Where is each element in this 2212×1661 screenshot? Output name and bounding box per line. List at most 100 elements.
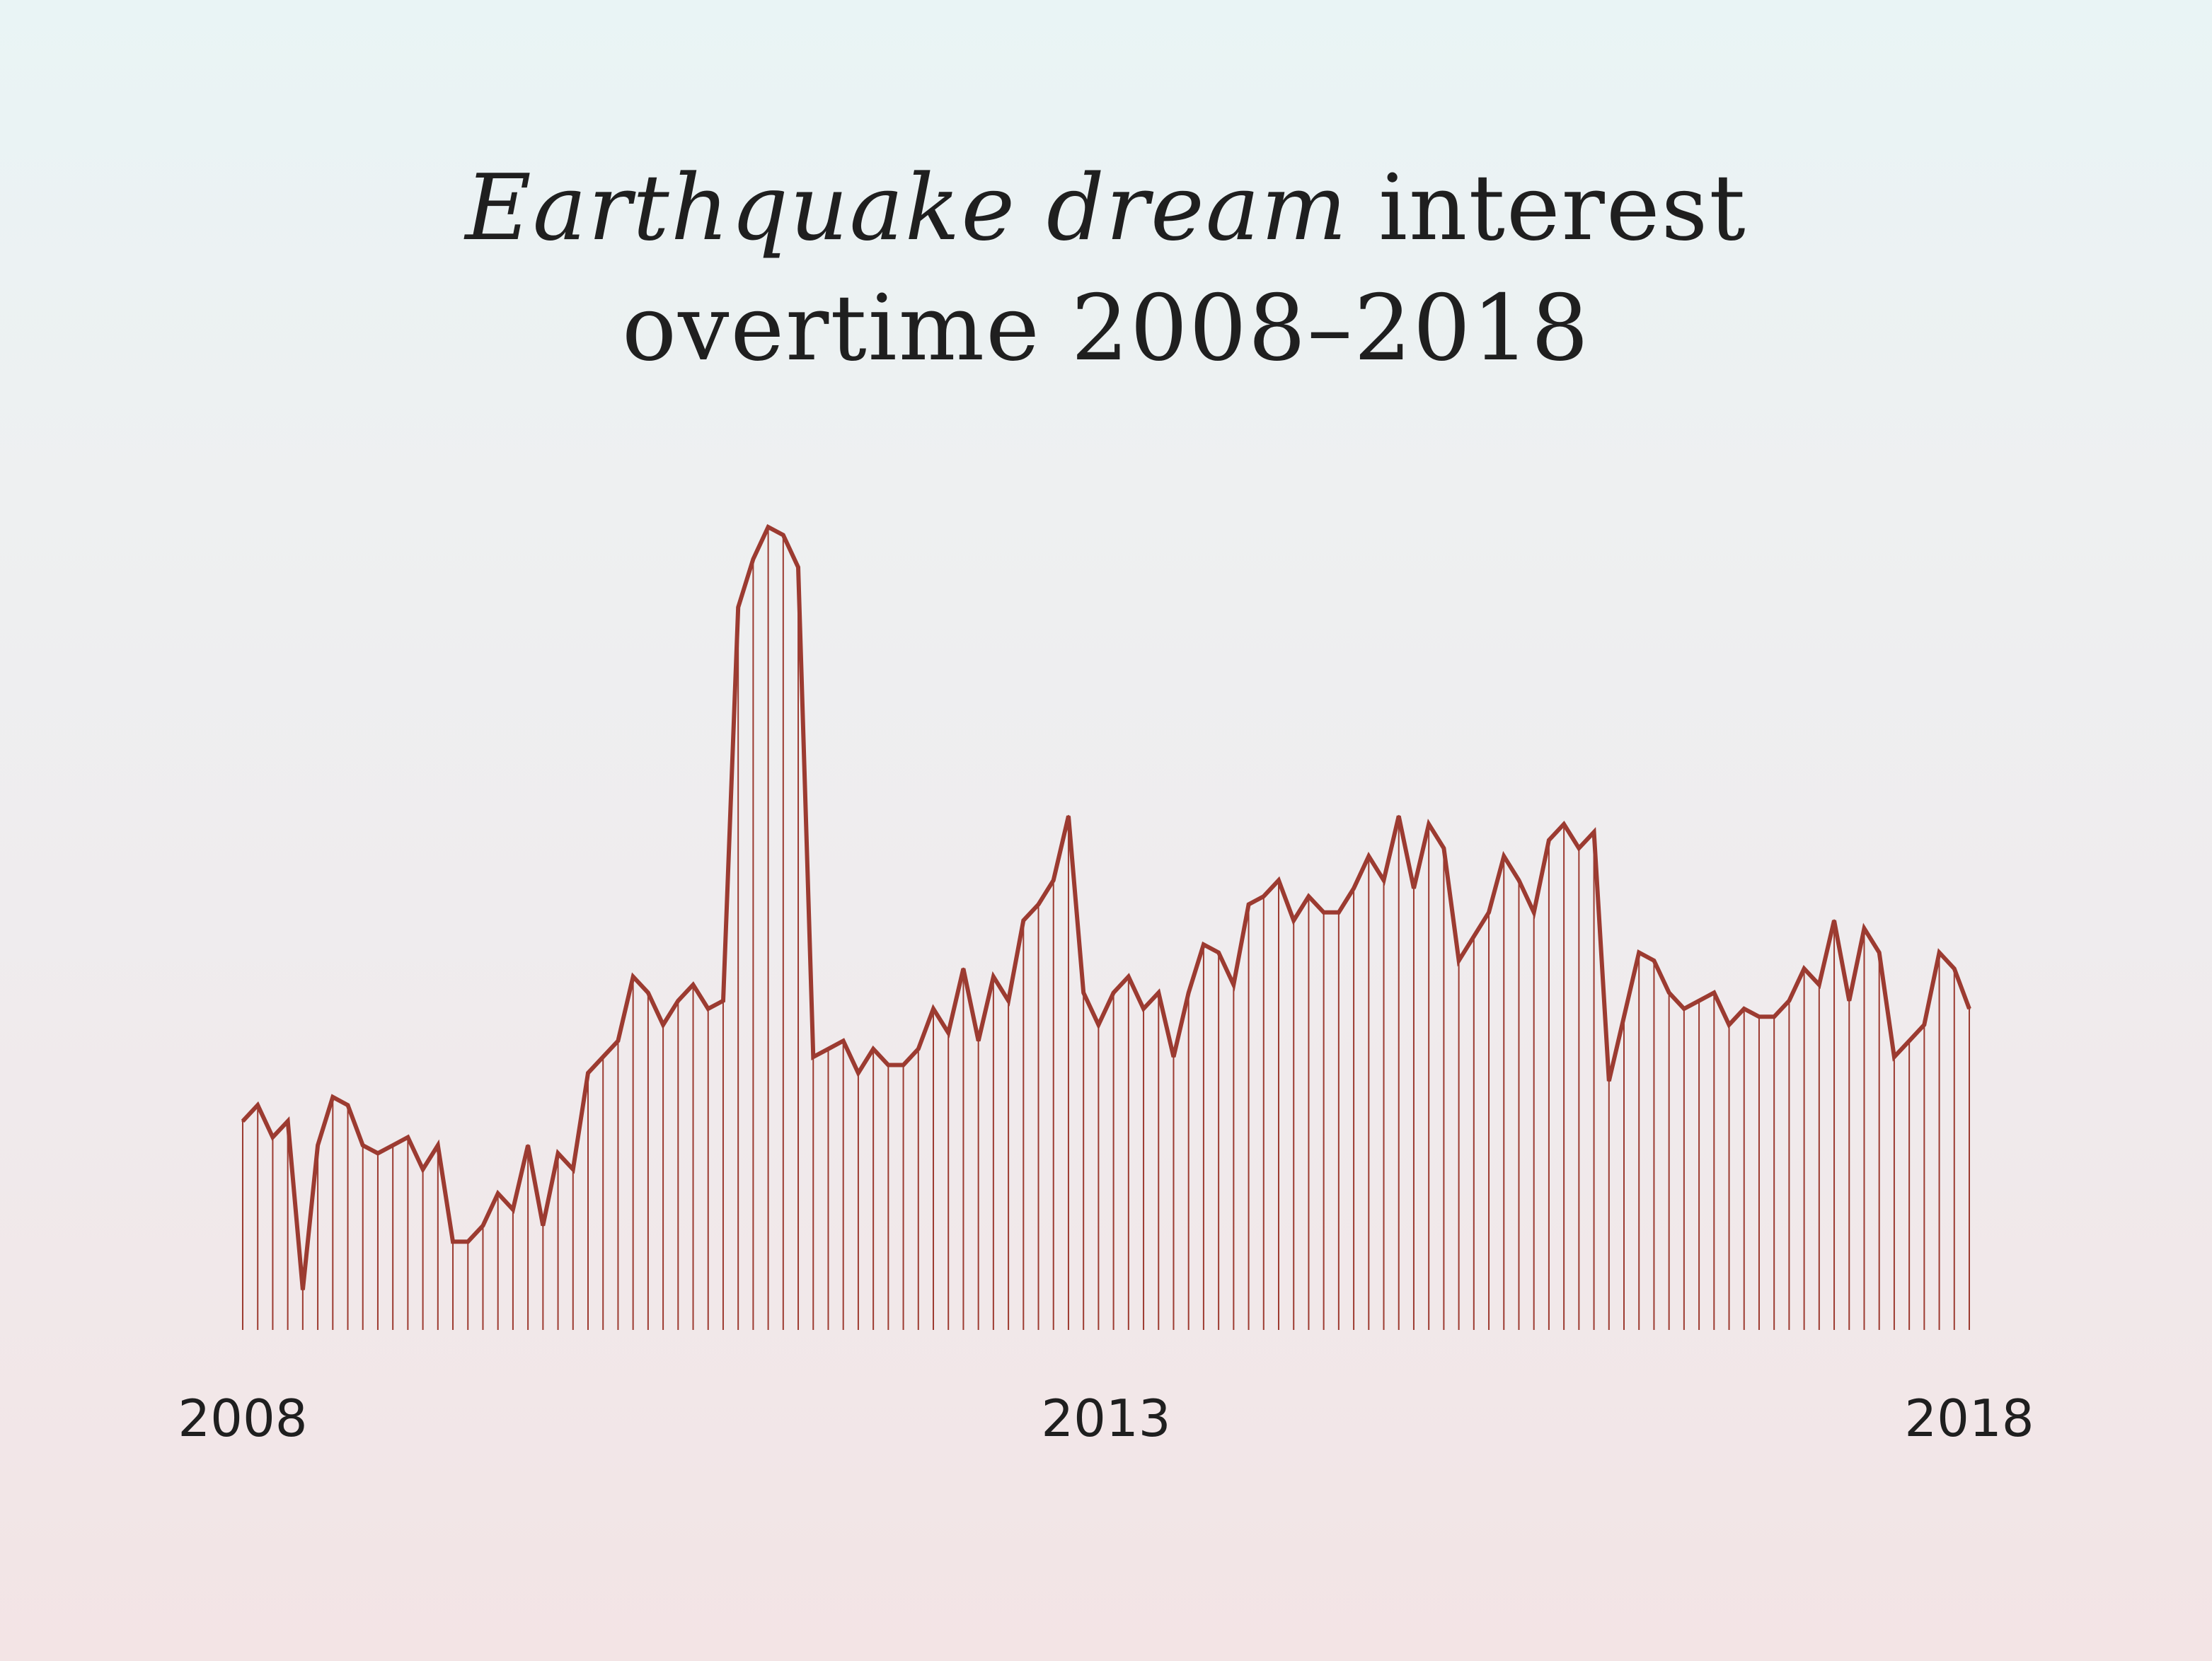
data-point [1502, 855, 1505, 857]
data-point [1458, 959, 1461, 962]
data-point [301, 1288, 304, 1291]
data-point [1878, 951, 1881, 954]
data-point [1112, 991, 1115, 994]
data-point [1277, 879, 1280, 881]
data-point [1082, 991, 1085, 994]
data-point [887, 1063, 889, 1066]
data-point [737, 606, 739, 608]
data-point [1127, 976, 1130, 978]
data-point [1623, 1015, 1625, 1018]
data-point [1442, 847, 1445, 850]
data-point [872, 1048, 875, 1051]
data-point [331, 1096, 334, 1099]
data-point [1323, 911, 1325, 914]
data-point [1593, 830, 1596, 833]
data-point [1473, 935, 1475, 938]
data-point [1517, 879, 1520, 881]
data-point [1262, 895, 1265, 898]
data-point [1923, 1024, 1925, 1026]
data-point [1577, 847, 1580, 850]
data-point [572, 1168, 575, 1171]
data-point [241, 1120, 244, 1123]
data-point [316, 1144, 319, 1147]
data-point [1712, 991, 1715, 994]
data-point [826, 1048, 829, 1051]
data-point [1803, 967, 1806, 970]
value-drop-lines [242, 527, 1970, 1330]
data-point [947, 1031, 950, 1034]
data-point [1307, 895, 1310, 898]
data-point [1337, 911, 1340, 914]
data-point [1953, 967, 1956, 970]
data-point [1037, 903, 1040, 905]
data-point [1248, 903, 1250, 905]
data-point [406, 1136, 409, 1139]
data-point [1172, 1055, 1175, 1058]
data-point [391, 1144, 394, 1147]
data-point [932, 1007, 935, 1010]
data-point [842, 1039, 845, 1042]
data-point [1202, 943, 1205, 946]
data-point [1698, 1000, 1700, 1002]
x-tick-label: 2018 [1904, 1389, 2034, 1448]
chart-title-italic: Earthquake dream [465, 156, 1349, 261]
data-point [1562, 823, 1565, 826]
data-point [1743, 1007, 1746, 1010]
series-line [241, 523, 1971, 1290]
x-tick-label: 2008 [178, 1389, 307, 1448]
data-point [1097, 1024, 1100, 1026]
data-point [992, 976, 995, 978]
data-point [632, 976, 635, 978]
data-point [557, 1152, 560, 1154]
data-point [1533, 911, 1536, 914]
data-point [1833, 919, 1836, 922]
data-point [1367, 855, 1370, 857]
data-point [541, 1224, 544, 1227]
data-point [1787, 1000, 1790, 1002]
data-point [812, 1055, 814, 1058]
data-point [676, 1000, 679, 1002]
x-axis-ticks: 2008 2013 2018 [178, 1389, 2034, 1448]
data-point [1217, 951, 1220, 954]
data-point [917, 1048, 920, 1051]
data-point [1007, 1000, 1010, 1002]
data-point [512, 1208, 514, 1211]
data-point [1067, 815, 1070, 818]
data-point [1187, 991, 1190, 994]
data-point [1683, 1007, 1686, 1010]
data-point [647, 991, 650, 994]
data-point [1818, 983, 1821, 986]
data-point [782, 533, 785, 536]
data-point [1637, 951, 1640, 954]
chart-title-line-1: Earthquake dream interest [0, 149, 2212, 269]
data-point [1773, 1015, 1775, 1018]
data-point [977, 1039, 980, 1042]
data-point [1862, 927, 1865, 930]
data-point [1938, 951, 1941, 954]
data-point [256, 1104, 259, 1106]
data-point [751, 557, 754, 560]
data-point [287, 1120, 289, 1123]
data-point [962, 967, 964, 970]
data-point [1608, 1080, 1611, 1082]
data-point [362, 1144, 364, 1147]
data-point [1487, 911, 1490, 914]
data-point [1548, 839, 1550, 842]
data-point [1893, 1055, 1896, 1058]
chart-title-line-2: overtime 2008–2018 [622, 276, 1590, 381]
data-point [767, 526, 770, 528]
data-point [1022, 919, 1025, 922]
data-point [1668, 991, 1671, 994]
data-point [797, 566, 800, 569]
data-point [1728, 1024, 1731, 1026]
data-point [1157, 991, 1160, 994]
data-point [1427, 823, 1430, 826]
data-point [1758, 1015, 1761, 1018]
data-point [451, 1240, 454, 1243]
data-point [422, 1168, 425, 1171]
data-point [481, 1224, 484, 1227]
data-point [437, 1144, 439, 1147]
data-point [707, 1007, 710, 1010]
data-point [722, 1000, 725, 1002]
data-points [241, 526, 1971, 1291]
